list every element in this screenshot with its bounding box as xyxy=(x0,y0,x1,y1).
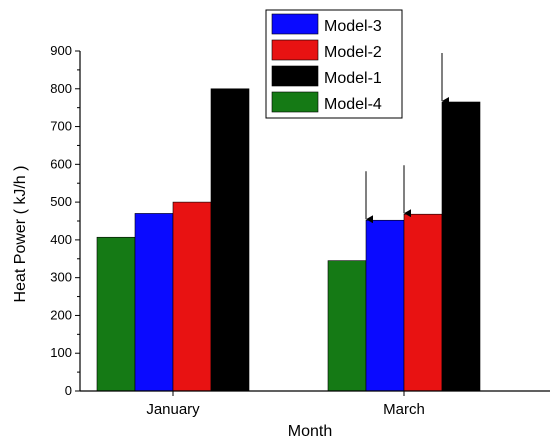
x-tick-label: March xyxy=(383,401,425,418)
y-axis-title: Heat Power ( kJ/h ) xyxy=(12,166,29,303)
y-tick-label: 300 xyxy=(50,270,72,285)
y-tick-label: 900 xyxy=(50,43,72,58)
bar-model-4-january xyxy=(96,236,136,392)
bar-model-1-january xyxy=(210,88,250,392)
legend-label-model-3: Model-3 xyxy=(324,18,382,35)
bar-series-group xyxy=(96,88,481,392)
bar-model-3-march xyxy=(365,219,405,392)
legend-swatch-model-2 xyxy=(271,39,319,61)
y-tick-label: 600 xyxy=(50,156,72,171)
legend-label-model-4: Model-4 xyxy=(324,96,382,113)
bar-model-1-march xyxy=(441,101,481,392)
y-tick-label: 100 xyxy=(50,345,72,360)
y-tick-label: 200 xyxy=(50,307,72,322)
legend: Model-3 Model-2 Model-1 Model-4 xyxy=(265,9,403,119)
y-tick-label: 500 xyxy=(50,194,72,209)
legend-label-model-1: Model-1 xyxy=(324,70,382,87)
y-tick-label: 700 xyxy=(50,119,72,134)
y-tick-label: 400 xyxy=(50,232,72,247)
bar-model-3-january xyxy=(134,213,174,392)
legend-swatch-model-3 xyxy=(271,13,319,35)
y-tick-label: 0 xyxy=(65,383,72,398)
bar-model-2-january xyxy=(172,201,212,392)
bar-model-4-march xyxy=(327,260,367,392)
legend-swatch-model-1 xyxy=(271,65,319,87)
y-tick-label: 800 xyxy=(50,81,72,96)
x-axis-title: Month xyxy=(288,423,332,440)
axes: 0 100 200 300 400 500 600 700 800 900 January March xyxy=(50,43,550,418)
bar-model-2-march xyxy=(403,213,443,392)
annotation-arrows xyxy=(365,53,449,224)
x-tick-label: January xyxy=(146,401,200,418)
legend-label-model-2: Model-2 xyxy=(324,44,382,61)
legend-swatch-model-4 xyxy=(271,91,319,113)
